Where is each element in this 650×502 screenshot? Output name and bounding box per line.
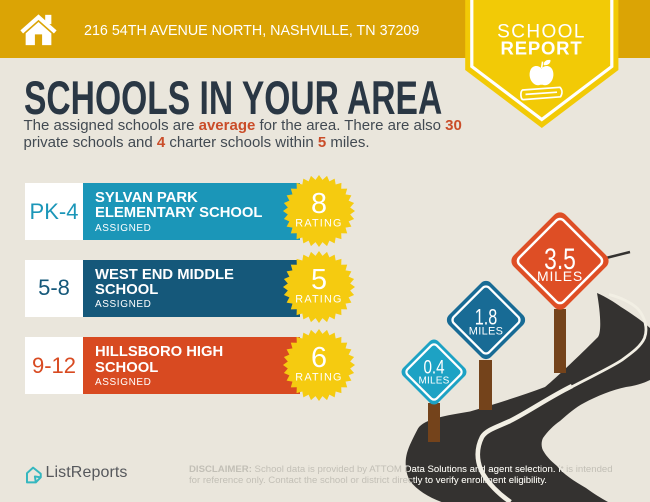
svg-text:MILES: MILES <box>418 375 449 386</box>
svg-text:6: 6 <box>310 342 326 374</box>
svg-text:SCHOOL: SCHOOL <box>497 22 586 43</box>
svg-text:1.8: 1.8 <box>475 305 498 330</box>
svg-text:RATING: RATING <box>295 294 342 306</box>
svg-text:0.4: 0.4 <box>423 355 444 377</box>
svg-text:RATING: RATING <box>295 371 342 383</box>
svg-text:8: 8 <box>310 188 326 220</box>
svg-text:3.5: 3.5 <box>544 242 576 276</box>
svg-text:MILES: MILES <box>469 326 504 338</box>
svg-text:MILES: MILES <box>537 268 583 284</box>
svg-text:RATING: RATING <box>295 217 342 229</box>
svg-text:REPORT: REPORT <box>501 38 583 59</box>
svg-text:5: 5 <box>310 264 326 296</box>
